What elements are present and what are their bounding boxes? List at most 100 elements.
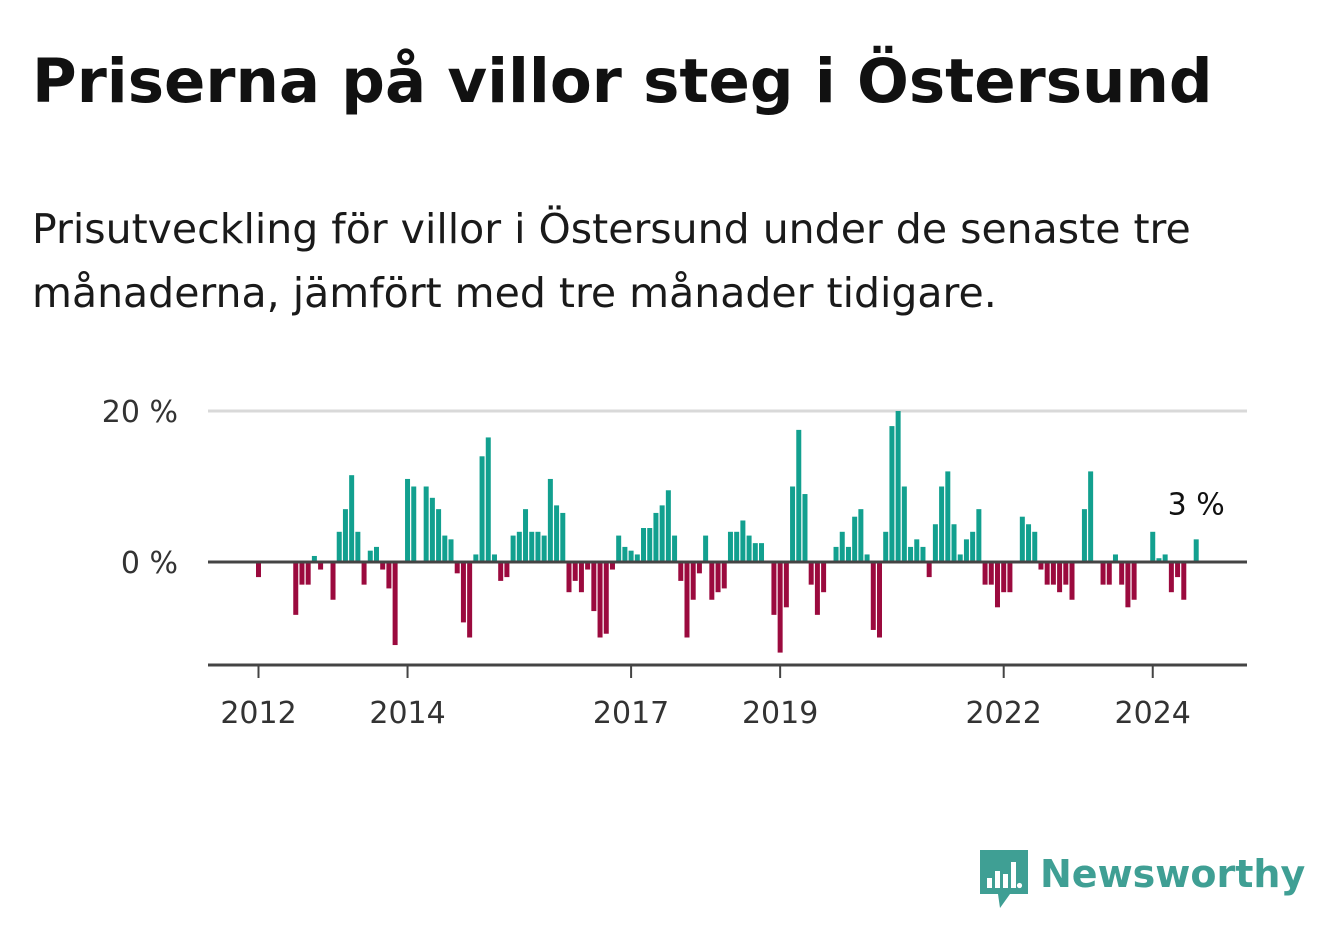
bar xyxy=(585,562,591,570)
bar xyxy=(436,509,442,562)
bar xyxy=(380,562,386,570)
value-annotation: 3 % xyxy=(1168,487,1225,522)
bar xyxy=(963,539,969,562)
tick-labels: 0 % 20 % 2012 2014 2017 2019 2022 2024 3 % xyxy=(102,395,1225,731)
bar xyxy=(1063,562,1069,585)
newsworthy-logo: Newsworthy xyxy=(980,850,1305,910)
bar xyxy=(423,486,429,562)
bar xyxy=(814,562,820,615)
bar xyxy=(361,562,367,585)
bar xyxy=(504,562,510,578)
bar xyxy=(870,562,876,630)
y-tick-label: 20 % xyxy=(102,395,178,430)
bar xyxy=(994,562,1000,608)
bar xyxy=(957,554,963,562)
bar xyxy=(1162,554,1168,562)
bar xyxy=(1181,562,1187,600)
bar xyxy=(1038,562,1044,570)
bar xyxy=(491,554,497,562)
bar xyxy=(355,531,361,562)
bar xyxy=(845,546,851,562)
bar xyxy=(1175,562,1181,578)
bar xyxy=(883,531,889,562)
bar xyxy=(603,562,609,634)
bar xyxy=(473,554,479,562)
bar xyxy=(1057,562,1063,593)
bar xyxy=(932,524,938,562)
bar xyxy=(939,486,945,562)
bar xyxy=(709,562,715,600)
bar xyxy=(889,426,895,562)
bar xyxy=(535,531,541,562)
bar xyxy=(727,531,733,562)
bar xyxy=(802,494,808,562)
bar xyxy=(752,543,758,563)
bar xyxy=(392,562,398,646)
bar xyxy=(684,562,690,638)
bar xyxy=(498,562,504,581)
bar xyxy=(647,528,653,562)
bar xyxy=(982,562,988,585)
bar xyxy=(609,562,615,570)
bar xyxy=(373,546,379,562)
bar xyxy=(976,509,982,562)
bar xyxy=(460,562,466,623)
x-tick-label: 2014 xyxy=(369,696,445,731)
bar-chart-speech-bubble-icon xyxy=(980,850,1028,908)
bar xyxy=(1125,562,1131,608)
bar xyxy=(715,562,721,593)
bar xyxy=(777,562,783,653)
bar xyxy=(771,562,777,615)
bar xyxy=(1106,562,1112,585)
bar xyxy=(877,562,882,638)
bar xyxy=(560,512,566,562)
bar xyxy=(349,475,355,562)
bar xyxy=(808,562,814,585)
bar xyxy=(405,478,411,562)
bar xyxy=(864,554,870,562)
bar xyxy=(256,562,261,578)
bar xyxy=(653,512,659,562)
bar xyxy=(299,562,305,585)
bar xyxy=(678,562,684,581)
bar xyxy=(839,531,845,562)
bar xyxy=(988,562,994,585)
bar xyxy=(554,505,560,563)
bar xyxy=(721,562,727,589)
bar xyxy=(330,562,336,600)
bar xyxy=(572,562,578,581)
bar xyxy=(628,550,634,562)
bar xyxy=(293,562,299,615)
bar xyxy=(914,539,920,562)
bar xyxy=(833,546,839,562)
bar xyxy=(920,546,926,562)
chart-subtitle: Prisutveckling för villor i Östersund un… xyxy=(32,205,1191,317)
bar xyxy=(1032,531,1038,562)
bar xyxy=(665,490,671,562)
bar xyxy=(467,562,473,638)
bar xyxy=(591,562,597,612)
bar xyxy=(448,539,454,562)
bar xyxy=(1112,554,1118,562)
bar xyxy=(616,535,622,562)
bar xyxy=(386,562,392,589)
bar xyxy=(516,531,522,562)
bar xyxy=(429,497,435,562)
bar xyxy=(597,562,603,638)
bar xyxy=(796,429,802,563)
brand-name: Newsworthy xyxy=(1040,852,1306,896)
bar xyxy=(858,509,864,562)
bar xyxy=(945,471,951,562)
bar xyxy=(305,562,311,585)
bar xyxy=(367,550,373,562)
bar xyxy=(523,509,529,562)
bar xyxy=(1156,558,1162,562)
bar xyxy=(634,554,640,562)
bar xyxy=(1150,531,1156,562)
bar xyxy=(1168,562,1174,593)
bar xyxy=(659,505,665,563)
bar xyxy=(641,528,647,562)
bar xyxy=(1007,562,1013,593)
bar xyxy=(541,535,547,562)
bar xyxy=(734,531,740,562)
